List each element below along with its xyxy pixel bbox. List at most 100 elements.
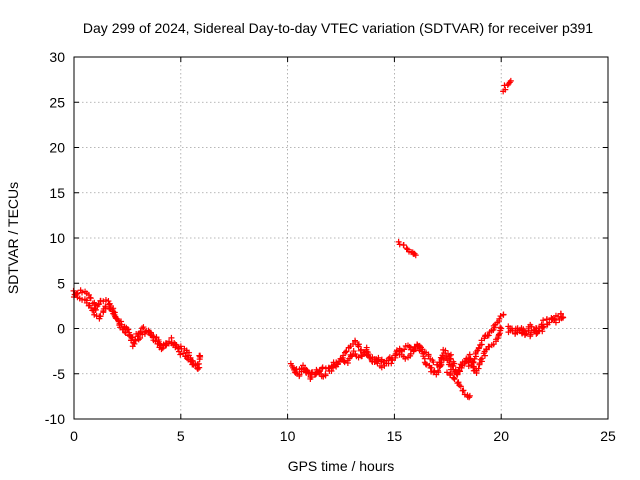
data-point-marker xyxy=(113,315,120,322)
data-point-marker xyxy=(555,313,562,320)
data-point-marker xyxy=(340,358,347,365)
data-point-marker xyxy=(121,328,128,335)
data-point-marker xyxy=(349,352,356,359)
data-point-marker xyxy=(105,298,112,305)
data-point-marker xyxy=(412,252,419,259)
data-point-marker xyxy=(548,314,555,321)
y-tick-label: 20 xyxy=(49,140,65,156)
data-point-marker xyxy=(132,337,139,344)
data-point-marker xyxy=(447,372,454,379)
x-tick-label: 0 xyxy=(70,428,78,444)
x-axis-label: GPS time / hours xyxy=(288,458,395,474)
data-point-marker xyxy=(158,346,165,353)
data-point-marker xyxy=(177,351,184,358)
data-point-marker xyxy=(410,348,417,355)
data-points xyxy=(70,77,567,401)
data-point-marker xyxy=(333,359,340,366)
data-point-marker xyxy=(322,371,329,378)
plot-frame xyxy=(73,56,609,420)
data-point-marker xyxy=(355,343,362,350)
data-point-marker xyxy=(79,289,86,296)
data-point-marker xyxy=(535,327,542,334)
data-point-marker xyxy=(538,321,545,328)
data-point-marker xyxy=(319,364,326,371)
data-point-marker xyxy=(343,348,350,355)
data-point-marker xyxy=(97,313,104,320)
data-point-marker xyxy=(423,361,430,368)
data-point-marker xyxy=(470,359,477,366)
data-point-marker xyxy=(455,379,462,386)
data-point-marker xyxy=(355,354,362,361)
y-axis-label: SDTVAR / TECUs xyxy=(5,182,21,294)
data-point-marker xyxy=(129,334,136,341)
data-point-marker xyxy=(190,361,197,368)
data-point-marker xyxy=(502,86,509,93)
data-point-marker xyxy=(337,355,344,362)
data-point-marker xyxy=(73,290,80,297)
data-point-marker xyxy=(533,330,540,337)
data-point-marker xyxy=(135,336,142,343)
data-point-marker xyxy=(485,332,492,339)
data-point-marker xyxy=(430,359,437,366)
data-point-marker xyxy=(475,345,482,352)
data-point-marker xyxy=(444,369,451,376)
data-point-marker xyxy=(352,337,359,344)
x-tick-label: 5 xyxy=(177,428,185,444)
data-point-marker xyxy=(442,347,449,354)
data-point-marker xyxy=(400,242,407,249)
data-point-marker xyxy=(475,365,482,372)
data-point-marker xyxy=(87,295,94,302)
data-point-marker xyxy=(175,348,182,355)
data-point-marker xyxy=(140,324,147,331)
y-tick-label: -10 xyxy=(45,411,65,427)
data-point-marker xyxy=(528,323,535,330)
data-point-marker xyxy=(458,364,465,371)
data-point-marker xyxy=(436,359,443,366)
y-tick-label: 10 xyxy=(49,230,65,246)
data-point-marker xyxy=(85,291,92,298)
data-point-marker xyxy=(403,245,410,252)
data-point-marker xyxy=(331,362,338,369)
x-tick-label: 15 xyxy=(387,428,403,444)
data-point-marker xyxy=(479,355,486,362)
data-point-marker xyxy=(430,369,437,376)
data-point-marker xyxy=(341,359,348,366)
data-point-marker xyxy=(315,369,322,376)
data-point-marker xyxy=(388,360,395,367)
data-point-marker xyxy=(168,334,175,341)
axis-ticks: 0 5 10 15 20 25 -10 -5 0 5 10 15 20 25 30 xyxy=(45,49,616,444)
data-point-marker xyxy=(456,368,463,375)
data-point-marker xyxy=(380,359,387,366)
x-tick-label: 10 xyxy=(280,428,296,444)
data-point-marker xyxy=(157,342,164,349)
data-point-marker xyxy=(438,355,445,362)
y-tick-label: -5 xyxy=(53,366,66,382)
data-point-marker xyxy=(309,369,316,376)
data-point-marker xyxy=(462,358,469,365)
data-point-marker xyxy=(125,326,132,333)
data-point-marker xyxy=(303,366,310,373)
data-point-marker xyxy=(396,241,403,248)
data-point-marker xyxy=(174,345,181,352)
data-point-marker xyxy=(544,316,551,323)
chart-title: Day 299 of 2024, Sidereal Day-to-day VTE… xyxy=(83,20,593,36)
data-point-marker xyxy=(109,306,116,313)
data-point-marker xyxy=(415,343,422,350)
data-point-marker xyxy=(560,314,567,321)
data-point-marker xyxy=(392,352,399,359)
data-point-marker xyxy=(195,360,202,367)
y-tick-label: 5 xyxy=(57,275,65,291)
data-point-marker xyxy=(183,355,190,362)
data-point-marker xyxy=(457,383,464,390)
data-point-marker xyxy=(397,347,404,354)
y-tick-label: 30 xyxy=(49,49,65,65)
data-point-marker xyxy=(477,356,484,363)
data-point-marker xyxy=(102,303,109,310)
data-point-marker xyxy=(100,298,107,305)
data-point-marker xyxy=(454,371,461,378)
data-point-marker xyxy=(197,352,204,359)
data-point-marker xyxy=(90,307,97,314)
data-point-marker xyxy=(546,319,553,326)
data-point-marker xyxy=(495,331,502,338)
data-point-marker xyxy=(401,346,408,353)
